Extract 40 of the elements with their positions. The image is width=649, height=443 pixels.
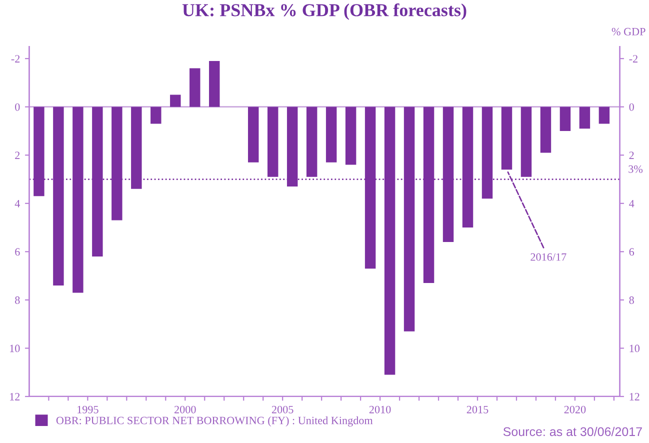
bar <box>560 106 571 131</box>
x-tick-label: 2000 <box>174 406 196 414</box>
bar <box>540 106 552 153</box>
y2-tick-label: -2 <box>629 55 638 62</box>
y-tick-label: -2 <box>11 55 20 62</box>
y2-tick-label: 4 <box>629 200 634 208</box>
bar <box>209 60 220 107</box>
legend-label: OBR: PUBLIC SECTOR NET BORROWING (FY) : United Kingdom <box>56 416 373 427</box>
y2-tick-label: 2 <box>629 152 634 159</box>
y2-axis-title: % GDP <box>612 28 646 36</box>
y-tick-label: 4 <box>14 200 20 208</box>
x-tick-label: 2010 <box>369 406 391 414</box>
bar <box>248 106 259 162</box>
y-tick-label: 10 <box>10 344 20 352</box>
y2-tick-label: 10 <box>630 344 640 352</box>
bar <box>150 106 162 124</box>
x-tick-label: 1995 <box>78 406 98 414</box>
annotation: 2016/17 <box>530 253 566 261</box>
bar <box>345 106 356 165</box>
y-tick-label: 12 <box>10 392 20 400</box>
y-tick-label: 2 <box>15 152 20 159</box>
y-tick-label: 8 <box>15 296 20 304</box>
x-tick-label: 2020 <box>564 406 586 414</box>
x-tick-label: 2005 <box>272 406 294 414</box>
y-tick-label: 0 <box>15 103 20 111</box>
bar <box>190 68 200 107</box>
x-tick-label: 2015 <box>466 406 488 414</box>
bar <box>579 106 590 129</box>
ref-line-label: 3% <box>628 165 643 173</box>
y2-tick-label: 6 <box>629 248 634 256</box>
y2-tick-label: 0 <box>629 103 634 111</box>
y2-tick-label: 12 <box>630 392 640 400</box>
source-note: Source: as at 30/06/2017 <box>503 426 642 436</box>
y-tick-label: 6 <box>15 248 20 256</box>
bar <box>170 94 181 107</box>
bar <box>326 106 337 162</box>
y2-tick-label: 8 <box>629 296 634 304</box>
chart-title: UK: PSNBx % GDP (OBR forecasts) <box>182 3 466 20</box>
bar <box>501 106 512 170</box>
bar <box>598 106 610 124</box>
